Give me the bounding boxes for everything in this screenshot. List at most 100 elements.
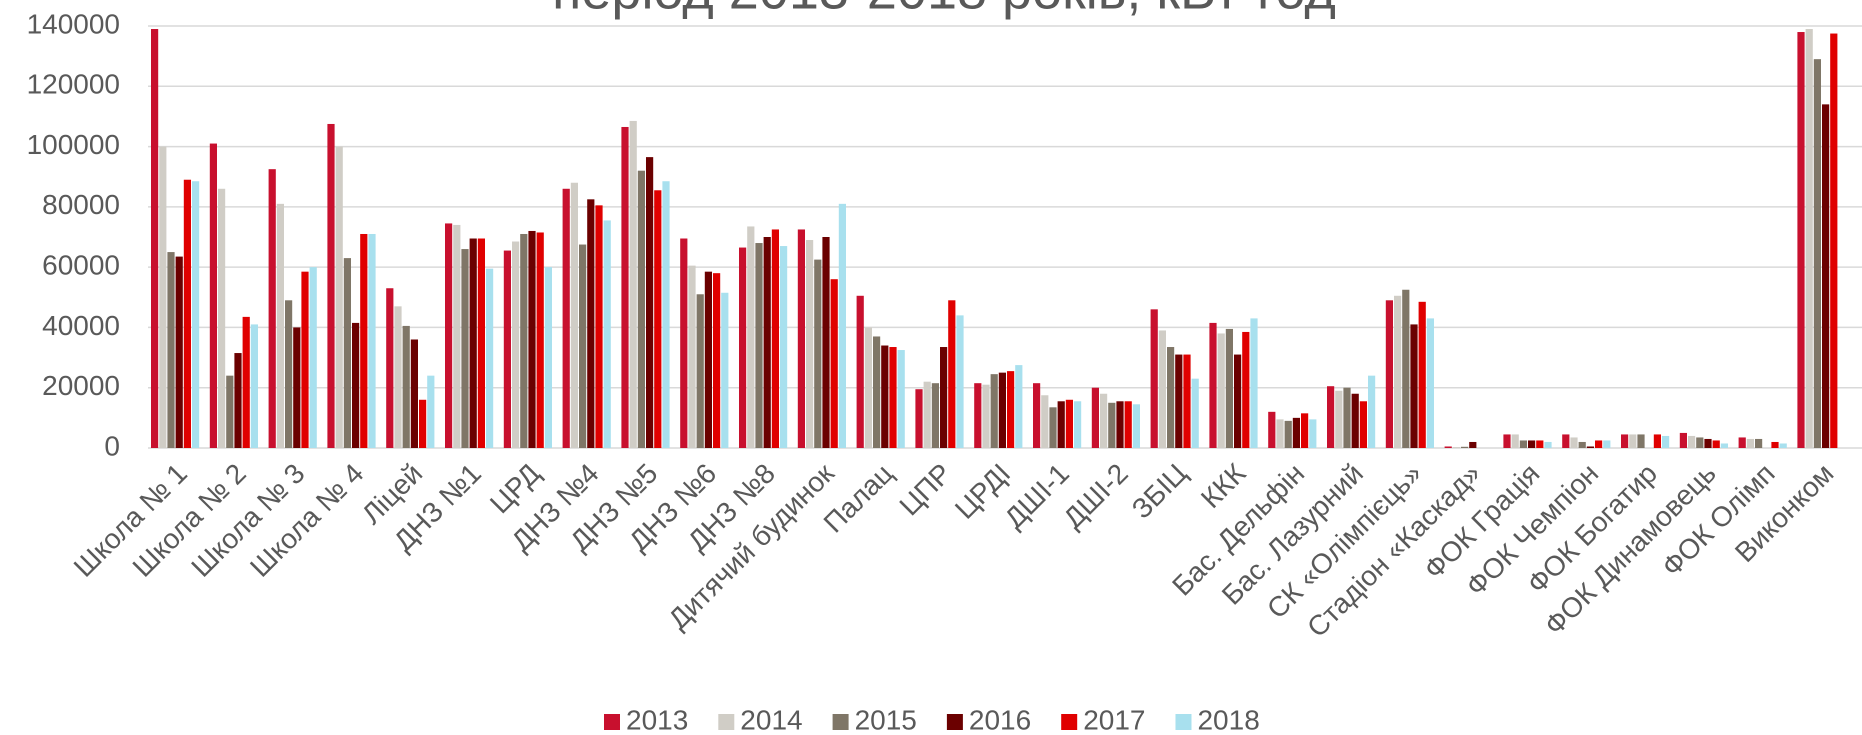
bar <box>838 203 846 448</box>
bar <box>982 384 990 448</box>
bar <box>1570 437 1578 448</box>
bar <box>864 327 872 448</box>
bar <box>990 374 998 448</box>
bar <box>1629 434 1637 448</box>
bar <box>881 345 889 448</box>
bar <box>1637 434 1645 448</box>
bar <box>167 252 175 448</box>
bar <box>1209 322 1217 448</box>
bar <box>520 233 528 448</box>
bar <box>1033 383 1041 448</box>
bar <box>419 399 427 448</box>
bar <box>327 123 335 448</box>
bar <box>250 324 258 448</box>
bar <box>595 205 603 448</box>
x-tick-label: ЗБІЦ <box>1126 457 1193 524</box>
bar <box>1301 413 1309 448</box>
x-tick-label: ДШІ-2 <box>1057 458 1134 535</box>
y-tick-label: 40000 <box>42 310 120 341</box>
bar <box>1108 402 1116 448</box>
bar <box>830 279 838 448</box>
bar <box>822 237 830 448</box>
bar <box>897 350 905 448</box>
bar <box>1595 440 1603 448</box>
bar <box>410 339 418 448</box>
y-tick-label: 80000 <box>42 189 120 220</box>
bar <box>1688 435 1696 448</box>
bar <box>218 188 226 448</box>
bar <box>226 375 234 448</box>
bar <box>276 203 284 448</box>
bar <box>461 249 469 448</box>
bar <box>1217 333 1225 448</box>
bar <box>469 238 477 448</box>
bar <box>1250 318 1258 448</box>
bar <box>654 190 662 448</box>
bar <box>1167 347 1175 448</box>
bar <box>1327 386 1335 448</box>
bar <box>1410 324 1418 448</box>
bar <box>1007 371 1015 448</box>
bar <box>1041 395 1049 448</box>
bar <box>1586 446 1594 448</box>
bar <box>629 120 637 448</box>
bar <box>1662 435 1670 448</box>
bar <box>680 238 688 448</box>
bar <box>1738 437 1746 448</box>
chart-title: період 2013-2018 років, кВт·год <box>552 0 1336 20</box>
bar <box>1746 438 1754 448</box>
bar <box>192 181 200 448</box>
bar <box>386 288 394 448</box>
legend-swatch <box>604 714 620 730</box>
bar <box>209 143 217 449</box>
bar <box>242 316 250 448</box>
bar <box>1418 301 1426 448</box>
bar <box>293 327 301 448</box>
bar <box>1679 432 1687 448</box>
bar <box>1359 401 1367 448</box>
bar <box>1074 401 1082 448</box>
bar <box>445 223 453 448</box>
bar <box>814 259 822 448</box>
bar <box>1049 407 1057 448</box>
bar <box>175 256 183 448</box>
bar <box>1519 440 1527 448</box>
bar <box>621 126 629 448</box>
bar <box>528 230 536 448</box>
bar <box>1276 419 1284 448</box>
bar <box>1065 399 1073 448</box>
bar <box>1191 378 1199 448</box>
bar <box>1242 331 1250 448</box>
bar <box>856 295 864 448</box>
bar <box>1091 387 1099 448</box>
legend-label: 2014 <box>740 704 802 735</box>
y-tick-label: 20000 <box>42 370 120 401</box>
bar <box>394 306 402 448</box>
bar <box>234 353 242 448</box>
bar <box>940 347 948 448</box>
bar <box>1653 434 1661 448</box>
bar <box>1268 411 1276 448</box>
legend-label: 2015 <box>855 704 917 735</box>
bar <box>352 322 360 448</box>
legend-swatch <box>946 714 963 730</box>
bar <box>1124 401 1132 448</box>
bar <box>570 182 578 448</box>
x-tick-label: ЦПР <box>893 458 957 522</box>
bar <box>368 233 376 448</box>
bar <box>477 238 485 448</box>
bar <box>948 300 956 448</box>
bar <box>915 389 923 448</box>
bar <box>1351 393 1359 448</box>
legend-swatch <box>718 714 735 730</box>
bar <box>1621 434 1629 448</box>
bar <box>873 336 881 448</box>
bar <box>688 265 696 448</box>
bar <box>1562 434 1570 448</box>
legend-swatch <box>832 714 849 730</box>
bar <box>587 199 595 448</box>
bar <box>646 157 654 448</box>
bar <box>806 240 814 448</box>
bar <box>771 229 779 448</box>
bar <box>637 170 645 448</box>
